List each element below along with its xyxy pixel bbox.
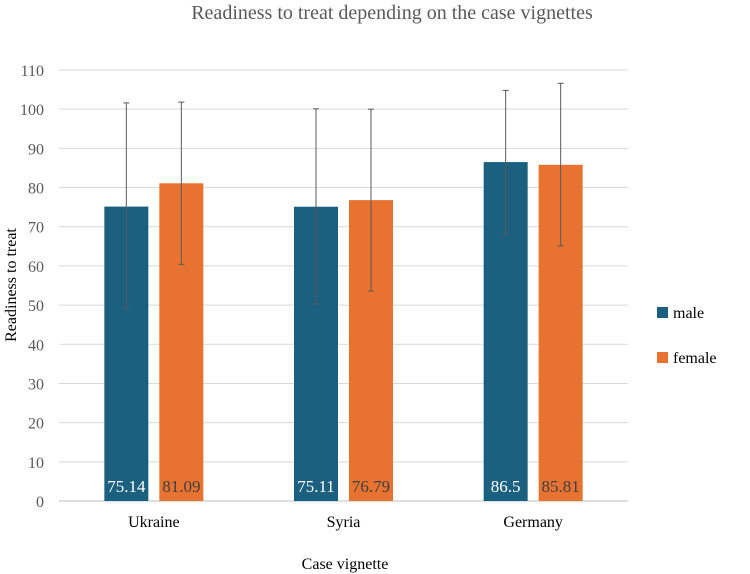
- chart-title: Readiness to treat depending on the case…: [191, 2, 593, 24]
- y-tick-label: 40: [28, 337, 44, 354]
- legend: male female: [657, 305, 717, 367]
- data-label: 75.11: [297, 477, 335, 496]
- y-axis-ticks: 0 10 20 30 40 50 60 70 80 90 100 110: [20, 63, 44, 511]
- y-tick-label: 10: [28, 455, 44, 472]
- legend-label: female: [673, 350, 717, 367]
- y-tick-label: 20: [28, 416, 44, 433]
- gridlines: [59, 69, 628, 502]
- y-axis-title: Readiness to treat: [3, 228, 20, 342]
- x-tick-label: Ukraine: [128, 514, 180, 531]
- bars: [104, 162, 583, 502]
- y-tick-label: 80: [28, 181, 44, 198]
- y-tick-label: 0: [36, 494, 44, 511]
- legend-swatch: [657, 307, 668, 318]
- error-bar: [502, 89, 509, 236]
- data-labels: 75.14 81.09 75.11 76.79 86.5 85.81: [107, 477, 580, 496]
- x-axis-title: Case vignette: [302, 556, 389, 573]
- y-tick-label: 50: [28, 298, 44, 315]
- data-label: 85.81: [542, 477, 580, 496]
- data-label: 75.14: [107, 477, 146, 496]
- y-tick-label: 100: [20, 102, 44, 119]
- y-tick-label: 110: [21, 63, 44, 80]
- error-bar: [313, 108, 319, 305]
- y-tick-label: 90: [28, 141, 44, 158]
- x-tick-label: Syria: [327, 514, 361, 531]
- x-tick-label: Germany: [503, 514, 563, 531]
- legend-label: male: [673, 305, 704, 322]
- data-label: 86.5: [491, 477, 521, 496]
- y-tick-label: 70: [28, 220, 44, 237]
- error-bar: [178, 101, 185, 265]
- error-bar: [123, 102, 130, 310]
- y-tick-label: 30: [28, 376, 44, 393]
- data-label: 76.79: [352, 477, 390, 496]
- y-tick-label: 60: [28, 259, 44, 276]
- data-label: 81.09: [162, 477, 200, 496]
- error-bar: [368, 108, 374, 292]
- x-axis-ticks: Ukraine Syria Germany: [128, 514, 563, 531]
- legend-swatch: [657, 352, 668, 363]
- error-bars: [123, 82, 564, 310]
- error-bar: [557, 82, 564, 247]
